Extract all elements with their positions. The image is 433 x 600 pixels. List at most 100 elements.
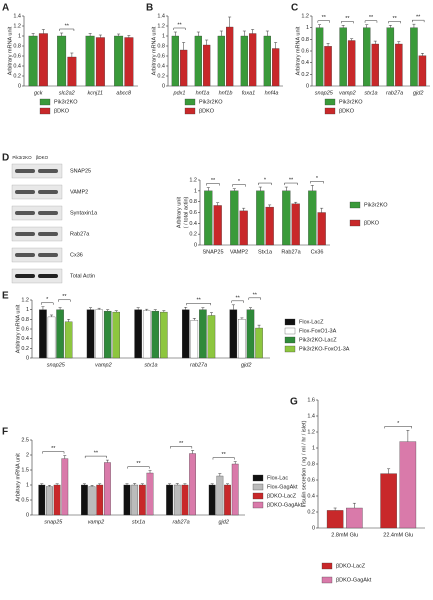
blot-column-label: Pik3r2KO xyxy=(12,155,32,160)
error-bar xyxy=(60,32,64,36)
blot-band xyxy=(15,274,35,278)
error-bar xyxy=(140,483,144,485)
legend-label: βDKO xyxy=(199,108,215,114)
y-tick-label: 0.6 xyxy=(189,210,197,216)
bar xyxy=(199,309,207,359)
error-bar xyxy=(97,307,101,310)
bar xyxy=(95,37,105,87)
bar xyxy=(291,203,300,246)
error-bar xyxy=(105,459,109,463)
x-tick-label: gjd2 xyxy=(241,362,251,368)
y-tick-label: 2.5 xyxy=(21,437,29,443)
error-bar xyxy=(258,186,262,191)
blot-panel xyxy=(11,268,63,284)
y-tick-label: 1 xyxy=(26,482,29,488)
y-tick-label: 1.6 xyxy=(307,397,315,403)
error-bar xyxy=(168,483,172,485)
bar xyxy=(263,35,271,87)
x-tick-label: kcnj11 xyxy=(88,90,104,96)
error-bar xyxy=(210,483,214,485)
error-bar xyxy=(318,24,322,28)
error-bar xyxy=(333,507,337,511)
bar xyxy=(194,35,202,87)
error-bar xyxy=(125,483,129,485)
error-bar xyxy=(183,483,187,485)
significance-label: ** xyxy=(253,292,258,298)
error-bar xyxy=(127,35,131,38)
y-tick-label: 0 xyxy=(162,83,165,89)
significance-label: * xyxy=(46,297,49,303)
x-tick-label: vamp2 xyxy=(88,519,105,525)
error-bar xyxy=(352,502,356,508)
bar xyxy=(151,310,160,359)
bar xyxy=(239,210,248,246)
y-tick-label: 1.2 xyxy=(189,177,197,183)
error-bar xyxy=(232,188,236,191)
x-tick-label: Cx36 xyxy=(311,249,324,255)
y-tick-label: 1.4 xyxy=(13,13,21,19)
y-tick-label: 2 xyxy=(26,452,29,458)
error-bar xyxy=(209,312,213,316)
y-tick-label: 0.4 xyxy=(21,336,29,342)
error-bar xyxy=(265,30,269,36)
error-bar xyxy=(206,187,210,191)
error-bar xyxy=(219,30,223,36)
blot-band xyxy=(38,274,58,278)
error-bar xyxy=(114,310,118,313)
x-tick-label: gjd2 xyxy=(413,90,423,96)
significance-bracket xyxy=(173,27,186,30)
significance-label: ** xyxy=(136,461,141,467)
legend-label: Pik3r2KO xyxy=(339,99,363,105)
bar xyxy=(124,37,134,87)
bar xyxy=(46,486,53,516)
bar xyxy=(380,473,397,529)
error-bar xyxy=(388,25,392,28)
bar xyxy=(39,309,47,359)
significance-label: ** xyxy=(369,15,374,21)
y-tick-label: 0.4 xyxy=(157,63,165,69)
x-tick-label: vamp2 xyxy=(339,90,356,96)
bar xyxy=(272,48,280,87)
bar xyxy=(112,311,121,359)
legend-swatch xyxy=(39,107,51,115)
bar xyxy=(217,35,225,87)
significance-bracket xyxy=(341,21,354,24)
error-bar xyxy=(55,483,59,485)
x-tick-label: hnf1b xyxy=(219,90,233,96)
legend-label: βDKO-GagAkt xyxy=(267,502,303,508)
significance-label: ** xyxy=(289,177,294,183)
y-tick-label: 0.6 xyxy=(157,53,165,59)
error-bar xyxy=(320,207,324,213)
y-tick-label: 0.4 xyxy=(301,60,309,66)
legend-label: Pik3r2KO-LacZ xyxy=(299,337,337,343)
bar xyxy=(189,453,196,516)
legend-label: Pik3r2KO xyxy=(54,99,78,105)
significance-bracket xyxy=(317,20,330,23)
error-bar xyxy=(294,201,298,204)
y-tick-label: 0 xyxy=(306,83,309,89)
y-axis-label: Arbitrary mRNA unit xyxy=(295,26,301,75)
error-bar xyxy=(173,31,177,36)
blot-band xyxy=(15,232,35,236)
legend-label: Pik3r2KO-FoxO1-3A xyxy=(299,346,350,352)
legend-swatch xyxy=(284,318,296,326)
y-tick-label: 1 xyxy=(194,188,197,194)
y-tick-label: 1.2 xyxy=(301,13,309,19)
error-bar xyxy=(40,483,44,485)
bar xyxy=(224,484,231,516)
bar xyxy=(229,309,238,359)
y-tick-label: 0.6 xyxy=(307,477,315,483)
error-bar xyxy=(63,455,67,459)
y-tick-label: 1 xyxy=(312,445,315,451)
y-axis-label: Arbitrary mRNA unit xyxy=(15,304,21,353)
error-bar xyxy=(412,23,416,28)
significance-label: ** xyxy=(416,15,421,21)
significance-bracket xyxy=(232,184,246,187)
error-bar xyxy=(196,31,200,36)
significance-bracket xyxy=(384,426,412,429)
y-tick-label: 0 xyxy=(312,525,315,531)
bar xyxy=(180,49,188,87)
error-bar xyxy=(184,307,188,310)
y-axis-label: ( / total actin) xyxy=(183,196,189,228)
legend-label: βDKO xyxy=(364,220,380,226)
